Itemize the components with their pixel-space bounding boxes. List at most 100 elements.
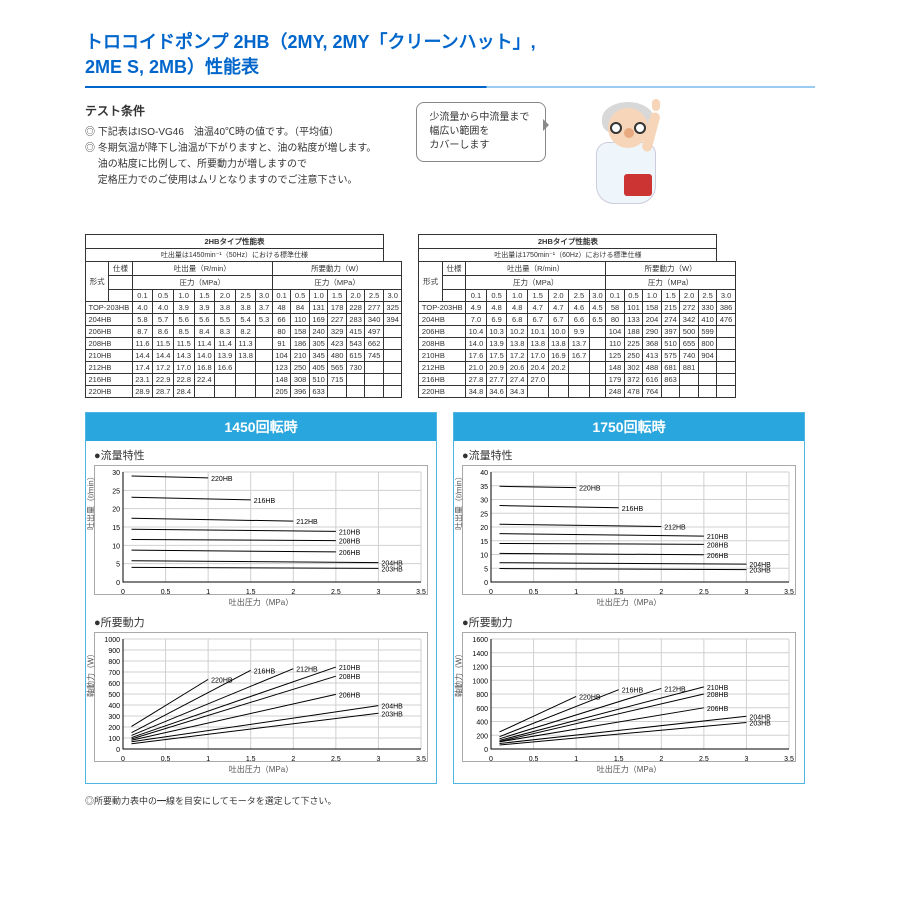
power-chart-50: 軸動力（W） 010020030040050060070080090010000… bbox=[94, 632, 428, 762]
table-row: 208HB11.611.511.511.411.411.391186305423… bbox=[86, 338, 402, 350]
col-pressure-l: 圧力（MPa） bbox=[466, 276, 606, 290]
svg-text:3: 3 bbox=[376, 756, 380, 763]
table-row: 210HB14.414.414.314.013.913.810421034548… bbox=[86, 350, 402, 362]
svg-text:3.5: 3.5 bbox=[416, 756, 426, 763]
data-cell bbox=[383, 350, 402, 362]
pressure-head: 0.5 bbox=[291, 290, 310, 302]
data-cell: 8.2 bbox=[235, 326, 256, 338]
speech-line-1: 少流量から中流量まで bbox=[429, 111, 533, 125]
data-cell: 227 bbox=[328, 314, 347, 326]
data-cell: 4.7 bbox=[548, 302, 569, 314]
col-disch: 吐出量（R/min） bbox=[132, 262, 272, 276]
data-cell: 20.2 bbox=[548, 362, 569, 374]
data-cell: 497 bbox=[365, 326, 384, 338]
svg-text:0: 0 bbox=[489, 589, 493, 596]
data-cell bbox=[698, 362, 717, 374]
data-cell: 345 bbox=[309, 350, 328, 362]
data-cell: 4.8 bbox=[507, 302, 528, 314]
data-cell: 4.8 bbox=[486, 302, 507, 314]
pow-ylabel-60: 軸動力（W） bbox=[454, 650, 465, 698]
data-cell bbox=[365, 374, 384, 386]
data-cell bbox=[527, 386, 548, 398]
data-cell: 104 bbox=[606, 326, 625, 338]
data-cell: 5.7 bbox=[153, 314, 174, 326]
data-cell: 27.7 bbox=[486, 374, 507, 386]
data-cell: 250 bbox=[291, 362, 310, 374]
svg-text:204HB: 204HB bbox=[381, 561, 403, 568]
data-cell: 5.6 bbox=[173, 314, 194, 326]
power-title-50: ●所要動力 bbox=[94, 614, 428, 630]
data-cell: 13.8 bbox=[507, 338, 528, 350]
svg-text:3.5: 3.5 bbox=[784, 589, 794, 596]
pressure-head: 0.1 bbox=[466, 290, 487, 302]
data-cell bbox=[256, 338, 272, 350]
pressure-head: 3.0 bbox=[383, 290, 402, 302]
table-row: 210HB17.617.517.217.016.916.712525041357… bbox=[419, 350, 735, 362]
svg-text:3.5: 3.5 bbox=[416, 589, 426, 596]
table-subtitle: 吐出量は1450min⁻¹（50Hz）における標準仕様 bbox=[86, 249, 384, 262]
svg-text:204HB: 204HB bbox=[749, 563, 771, 570]
data-cell bbox=[365, 362, 384, 374]
data-cell: 325 bbox=[383, 302, 402, 314]
foot-note: ◎所要動力表中の━線を目安にしてモータを選定して下さい。 bbox=[85, 794, 815, 807]
svg-text:400: 400 bbox=[476, 720, 488, 727]
svg-text:10: 10 bbox=[112, 544, 120, 551]
data-cell: 368 bbox=[643, 338, 662, 350]
svg-text:206HB: 206HB bbox=[339, 550, 361, 557]
xlabel-flow50: 吐出圧力（MPa） bbox=[94, 597, 428, 608]
model-cell: 208HB bbox=[86, 338, 133, 350]
data-cell bbox=[717, 362, 736, 374]
data-cell: 9.9 bbox=[569, 326, 590, 338]
table-subtitle: 吐出量は1750min⁻¹（60Hz）における標準仕様 bbox=[419, 249, 717, 262]
svg-text:35: 35 bbox=[480, 484, 488, 491]
svg-text:220HB: 220HB bbox=[579, 695, 601, 702]
data-cell: 410 bbox=[698, 314, 717, 326]
data-cell: 904 bbox=[698, 350, 717, 362]
data-cell: 104 bbox=[272, 350, 291, 362]
data-cell bbox=[717, 326, 736, 338]
data-cell: 16.6 bbox=[215, 362, 236, 374]
table-row: 212HB21.020.920.620.420.2148302488681881 bbox=[419, 362, 735, 374]
pressure-head: 3.0 bbox=[256, 290, 272, 302]
svg-text:2: 2 bbox=[659, 756, 663, 763]
data-cell: 11.5 bbox=[173, 338, 194, 350]
page-title: トロコイドポンプ 2HB（2MY, 2MY「クリーンハット」, 2ME S, 2… bbox=[85, 30, 815, 80]
data-cell: 3.9 bbox=[194, 302, 215, 314]
data-cell: 10.2 bbox=[507, 326, 528, 338]
data-cell: 413 bbox=[643, 350, 662, 362]
svg-text:216HB: 216HB bbox=[254, 669, 276, 676]
data-cell: 14.0 bbox=[194, 350, 215, 362]
xlabel-flow60: 吐出圧力（MPa） bbox=[462, 597, 796, 608]
data-cell: 308 bbox=[291, 374, 310, 386]
data-cell bbox=[256, 362, 272, 374]
data-cell: 415 bbox=[346, 326, 365, 338]
svg-text:3.5: 3.5 bbox=[784, 756, 794, 763]
data-cell: 22.4 bbox=[194, 374, 215, 386]
data-cell: 655 bbox=[680, 338, 699, 350]
data-cell: 10.4 bbox=[466, 326, 487, 338]
model-cell: 212HB bbox=[86, 362, 133, 374]
pressure-head: 2.5 bbox=[365, 290, 384, 302]
model-cell: 220HB bbox=[86, 386, 133, 398]
svg-text:0: 0 bbox=[121, 589, 125, 596]
data-cell: 290 bbox=[643, 326, 662, 338]
data-cell bbox=[717, 338, 736, 350]
xlabel-pow50: 吐出圧力（MPa） bbox=[94, 764, 428, 775]
svg-text:800: 800 bbox=[476, 692, 488, 699]
data-cell: 48 bbox=[272, 302, 291, 314]
svg-text:25: 25 bbox=[112, 489, 120, 496]
svg-text:2.5: 2.5 bbox=[331, 589, 341, 596]
data-cell: 6.8 bbox=[507, 314, 528, 326]
data-cell: 510 bbox=[309, 374, 328, 386]
data-cell bbox=[569, 374, 590, 386]
speech-line-2: 幅広い範囲を bbox=[429, 125, 533, 139]
svg-text:15: 15 bbox=[112, 525, 120, 532]
svg-text:212HB: 212HB bbox=[296, 520, 318, 527]
data-cell: 405 bbox=[309, 362, 328, 374]
data-cell: 715 bbox=[328, 374, 347, 386]
svg-text:206HB: 206HB bbox=[707, 553, 729, 560]
data-cell: 228 bbox=[346, 302, 365, 314]
table-row: 220HB28.928.728.4205396633 bbox=[86, 386, 402, 398]
data-cell: 800 bbox=[698, 338, 717, 350]
svg-text:40: 40 bbox=[480, 470, 488, 477]
